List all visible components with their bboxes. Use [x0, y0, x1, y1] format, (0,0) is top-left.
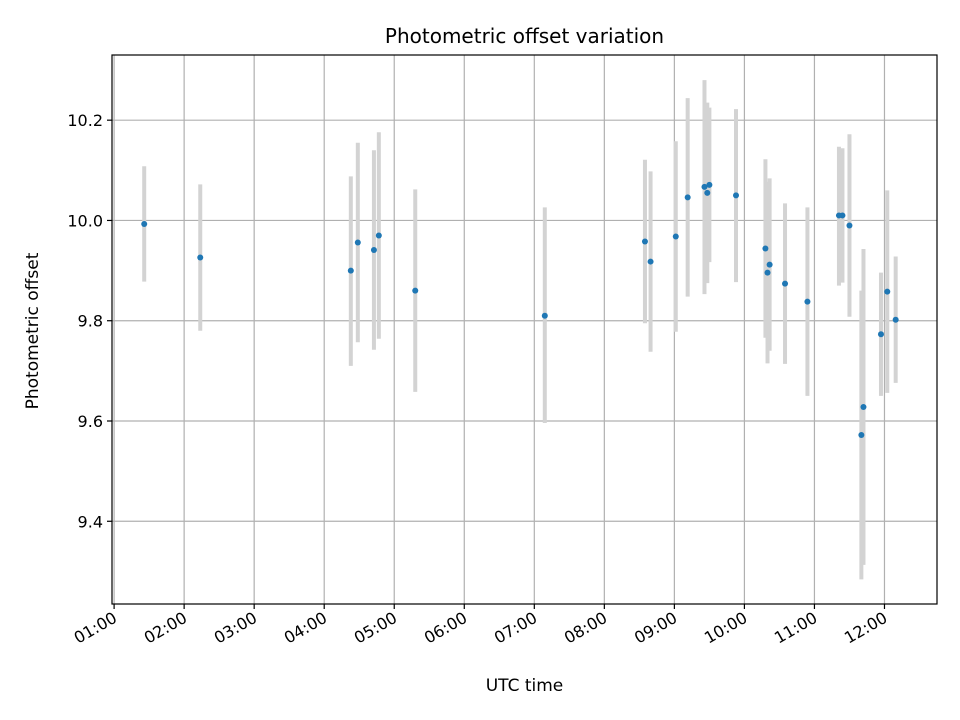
data-point: [860, 403, 867, 410]
data-point: [804, 298, 811, 305]
data-point: [141, 220, 148, 227]
data-point: [877, 331, 884, 338]
data-point: [541, 312, 548, 319]
data-point: [704, 189, 711, 196]
data-point: [766, 261, 773, 268]
y-tick-label: 10.0: [67, 211, 103, 230]
data-point: [375, 232, 382, 239]
y-tick-label: 9.6: [78, 412, 103, 431]
data-point: [647, 258, 654, 265]
grid: [112, 55, 937, 604]
y-tick-label: 10.2: [67, 111, 103, 130]
data-point: [684, 194, 691, 201]
data-point: [884, 288, 891, 295]
data-point: [672, 233, 679, 240]
data-point: [892, 316, 899, 323]
chart-title: Photometric offset variation: [385, 24, 664, 48]
data-point: [782, 280, 789, 287]
data-point: [701, 183, 708, 190]
data-point: [347, 267, 354, 274]
y-axis-label: Photometric offset: [23, 252, 43, 409]
data-point: [846, 222, 853, 229]
data-point: [412, 287, 419, 294]
y-axis-ticks: 9.4 9.6 9.8 10.0 10.2: [67, 111, 112, 531]
data-point: [858, 432, 865, 439]
y-tick-label: 9.8: [78, 312, 103, 331]
data-point: [370, 247, 377, 254]
data-point: [733, 192, 740, 199]
data-point: [706, 181, 713, 188]
x-axis-label: UTC time: [486, 676, 564, 696]
data-point: [839, 212, 846, 219]
data-point: [641, 238, 648, 245]
plot-frame: [111, 54, 938, 605]
data-point: [764, 269, 771, 276]
y-tick-label: 9.4: [78, 512, 103, 531]
data-points: [141, 181, 899, 439]
data-point: [354, 239, 361, 246]
data-point: [762, 245, 769, 252]
data-point: [197, 254, 204, 261]
